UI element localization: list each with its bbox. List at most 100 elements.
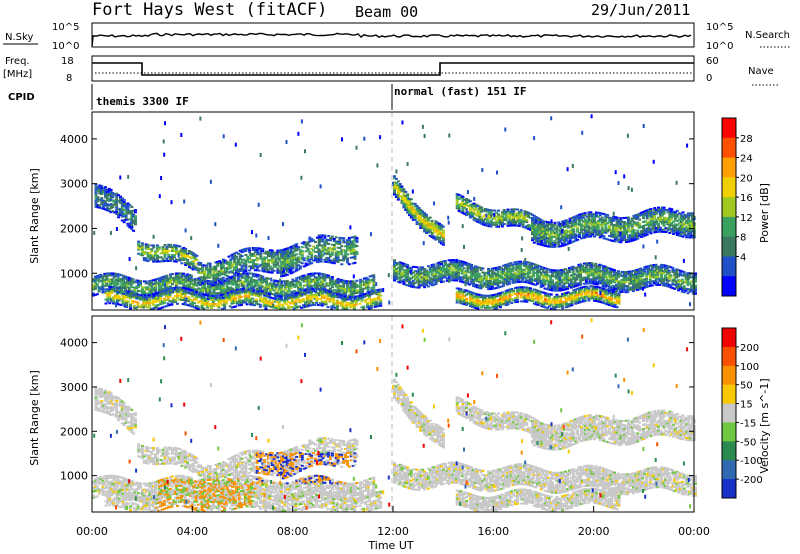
power-cell [208,280,212,283]
power-cell [285,261,289,264]
power-cell [634,218,638,221]
power-cell [608,218,612,221]
power-cell [342,241,346,244]
power-cell [611,223,615,226]
power-cell [194,306,198,309]
power-cell [685,228,689,231]
power-cell [129,285,133,288]
power-cell [400,195,404,198]
power-cell [589,227,593,230]
power-cell [287,296,290,299]
power-cell [100,187,104,189]
power-cell [581,216,585,219]
power-cell [470,215,474,218]
power-cell [645,227,649,230]
power-cell [336,250,340,253]
power-cell [364,282,368,285]
power-cell [343,295,347,298]
power-cell [112,284,116,287]
power-cell [112,290,116,293]
power-cell [310,286,314,289]
power-cell [167,249,171,252]
power-cell [673,217,677,220]
power-cell [346,239,349,242]
power-cell [517,222,521,225]
power-cell [125,301,129,304]
power-cell [159,295,163,298]
power-cell [340,259,344,262]
power-cell [428,230,432,233]
power-cell [152,244,156,247]
power-cell [547,245,551,248]
power-cell [201,268,205,271]
power-cell [289,252,293,255]
power-cell [336,286,340,289]
power-cell [398,265,402,268]
power-cell [184,253,188,256]
power-cell [197,269,201,272]
power-cell [476,208,480,211]
power-cell [375,297,379,300]
power-cell [241,287,245,290]
power-cell [394,181,398,184]
power-cell [670,210,674,213]
power-cell [251,279,255,281]
power-cell [476,210,480,213]
power-cell [438,263,442,266]
power-cell [209,294,213,297]
power-cell [267,251,270,253]
power-cell [453,263,457,266]
power-cell [473,283,477,286]
power-cell [632,214,636,217]
power-cell [304,242,308,245]
power-cell [496,266,500,269]
power-cell [587,213,591,216]
power-cell [404,209,408,211]
power-cell [578,217,581,220]
power-cell [137,289,141,292]
power-cell [236,300,240,303]
power-cell [421,222,425,225]
power-cell [219,298,223,301]
power-cell [146,251,150,254]
power-cell [113,203,117,206]
power-cell [419,225,423,227]
power-cell [436,235,440,238]
power-cell [144,251,148,254]
power-cell [596,233,600,236]
power-cell [278,286,282,289]
power-cell [413,211,417,213]
power-cell [323,246,327,249]
power-cell [369,290,373,293]
power-cell [366,302,369,305]
power-cell [232,289,236,292]
power-cell [371,290,375,293]
power-cell [181,293,185,295]
power-cell [338,241,342,243]
power-cell [355,245,359,247]
power-cell [542,232,546,235]
power-cell [265,281,269,284]
power-cell [235,284,238,287]
power-cell [341,301,345,304]
power-cell [640,236,644,238]
power-cell [596,227,600,230]
power-cell [324,291,328,294]
power-cell [105,197,109,200]
power-cell [347,298,351,300]
power-cell [351,302,354,305]
power-cell [167,253,171,256]
power-cell [93,287,97,290]
power-cell [119,298,123,300]
power-cell [647,222,651,225]
power-cell [194,304,198,307]
power-cell [317,234,321,237]
power-cell [120,201,124,204]
power-cell [531,223,534,226]
power-cell [428,224,432,227]
power-cell [285,286,289,288]
power-cell [430,268,434,271]
power-cell [298,295,302,298]
power-cell [92,280,95,283]
power-cell [285,280,289,282]
